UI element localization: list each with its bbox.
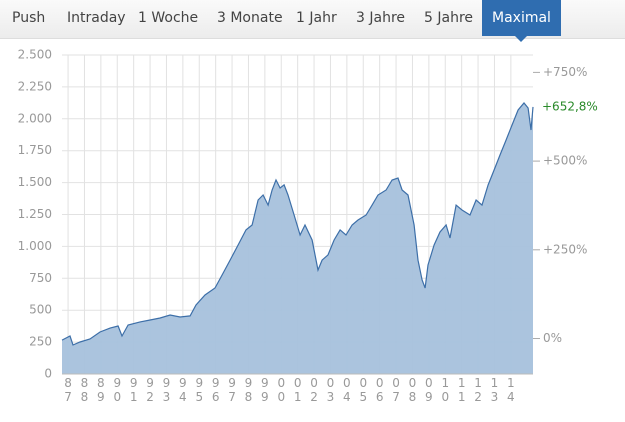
tab-bar: Push Intraday 1 Woche 3 Monate 1 Jahr 3 Jahre… — [0, 0, 625, 42]
y-tick-label: 500 — [29, 303, 52, 317]
tab[interactable]: 1 Woche — [138, 10, 199, 26]
tab[interactable]: 3 Monate — [217, 10, 283, 26]
line — [61, 102, 534, 346]
y-tick-label: 2.250 — [18, 79, 52, 93]
y2-tick-label: +750% — [543, 65, 587, 79]
tab[interactable]: Maximal — [482, 0, 561, 42]
y-tick-label: 0 — [44, 367, 52, 381]
tab[interactable]: 3 Jahre — [356, 10, 405, 26]
tab[interactable]: 5 Jahre — [424, 10, 473, 26]
y-tick-label: 750 — [29, 271, 52, 285]
y-tick-label: 2.000 — [18, 111, 52, 125]
y-tick-label: 1.750 — [18, 143, 52, 157]
y2-tick-label: +250% — [543, 242, 587, 256]
y-tick-label: 1.250 — [18, 207, 52, 221]
y-tick-label: 1.500 — [18, 175, 52, 189]
y-tick-label: 2.500 — [18, 48, 52, 62]
y-tick-label: 250 — [29, 335, 52, 349]
y-tick-label: 1.000 — [18, 239, 52, 253]
y2-tick-label: +500% — [543, 154, 587, 168]
last-change-label: +652,8% — [542, 99, 598, 113]
area — [62, 103, 533, 374]
tab[interactable]: Push — [12, 10, 46, 26]
y2-tick-label: 0% — [543, 331, 562, 345]
tab[interactable]: 1 Jahr — [296, 10, 337, 26]
tab[interactable]: Intraday — [67, 10, 126, 26]
